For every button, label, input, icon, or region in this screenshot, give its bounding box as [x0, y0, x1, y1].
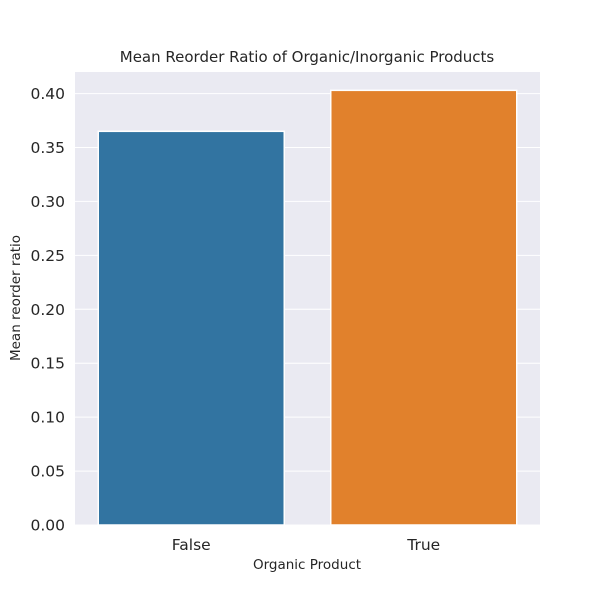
y-tick-label: 0.30	[30, 193, 65, 211]
bars-group	[97, 89, 518, 526]
y-tick-label: 0.35	[30, 139, 65, 157]
y-tick-label: 0.10	[30, 409, 65, 427]
bar-true	[330, 89, 518, 526]
y-tick-label: 0.40	[30, 85, 65, 103]
y-tick-label: 0.20	[30, 301, 65, 319]
x-axis-ticks: False True	[172, 536, 440, 554]
x-tick-label: True	[406, 536, 440, 554]
y-tick-label: 0.00	[30, 517, 65, 535]
y-tick-label: 0.15	[30, 355, 65, 373]
y-tick-label: 0.25	[30, 247, 65, 265]
y-axis-ticks: 0.00 0.05 0.10 0.15 0.20 0.25 0.30 0.35 0.40	[30, 85, 65, 534]
y-axis-label: Mean reorder ratio	[8, 235, 24, 361]
x-axis-label: Organic Product	[253, 557, 361, 573]
chart-title: Mean Reorder Ratio of Organic/Inorganic …	[120, 48, 495, 66]
bar-false	[97, 130, 285, 526]
y-tick-label: 0.05	[30, 463, 65, 481]
x-tick-label: False	[172, 536, 211, 554]
